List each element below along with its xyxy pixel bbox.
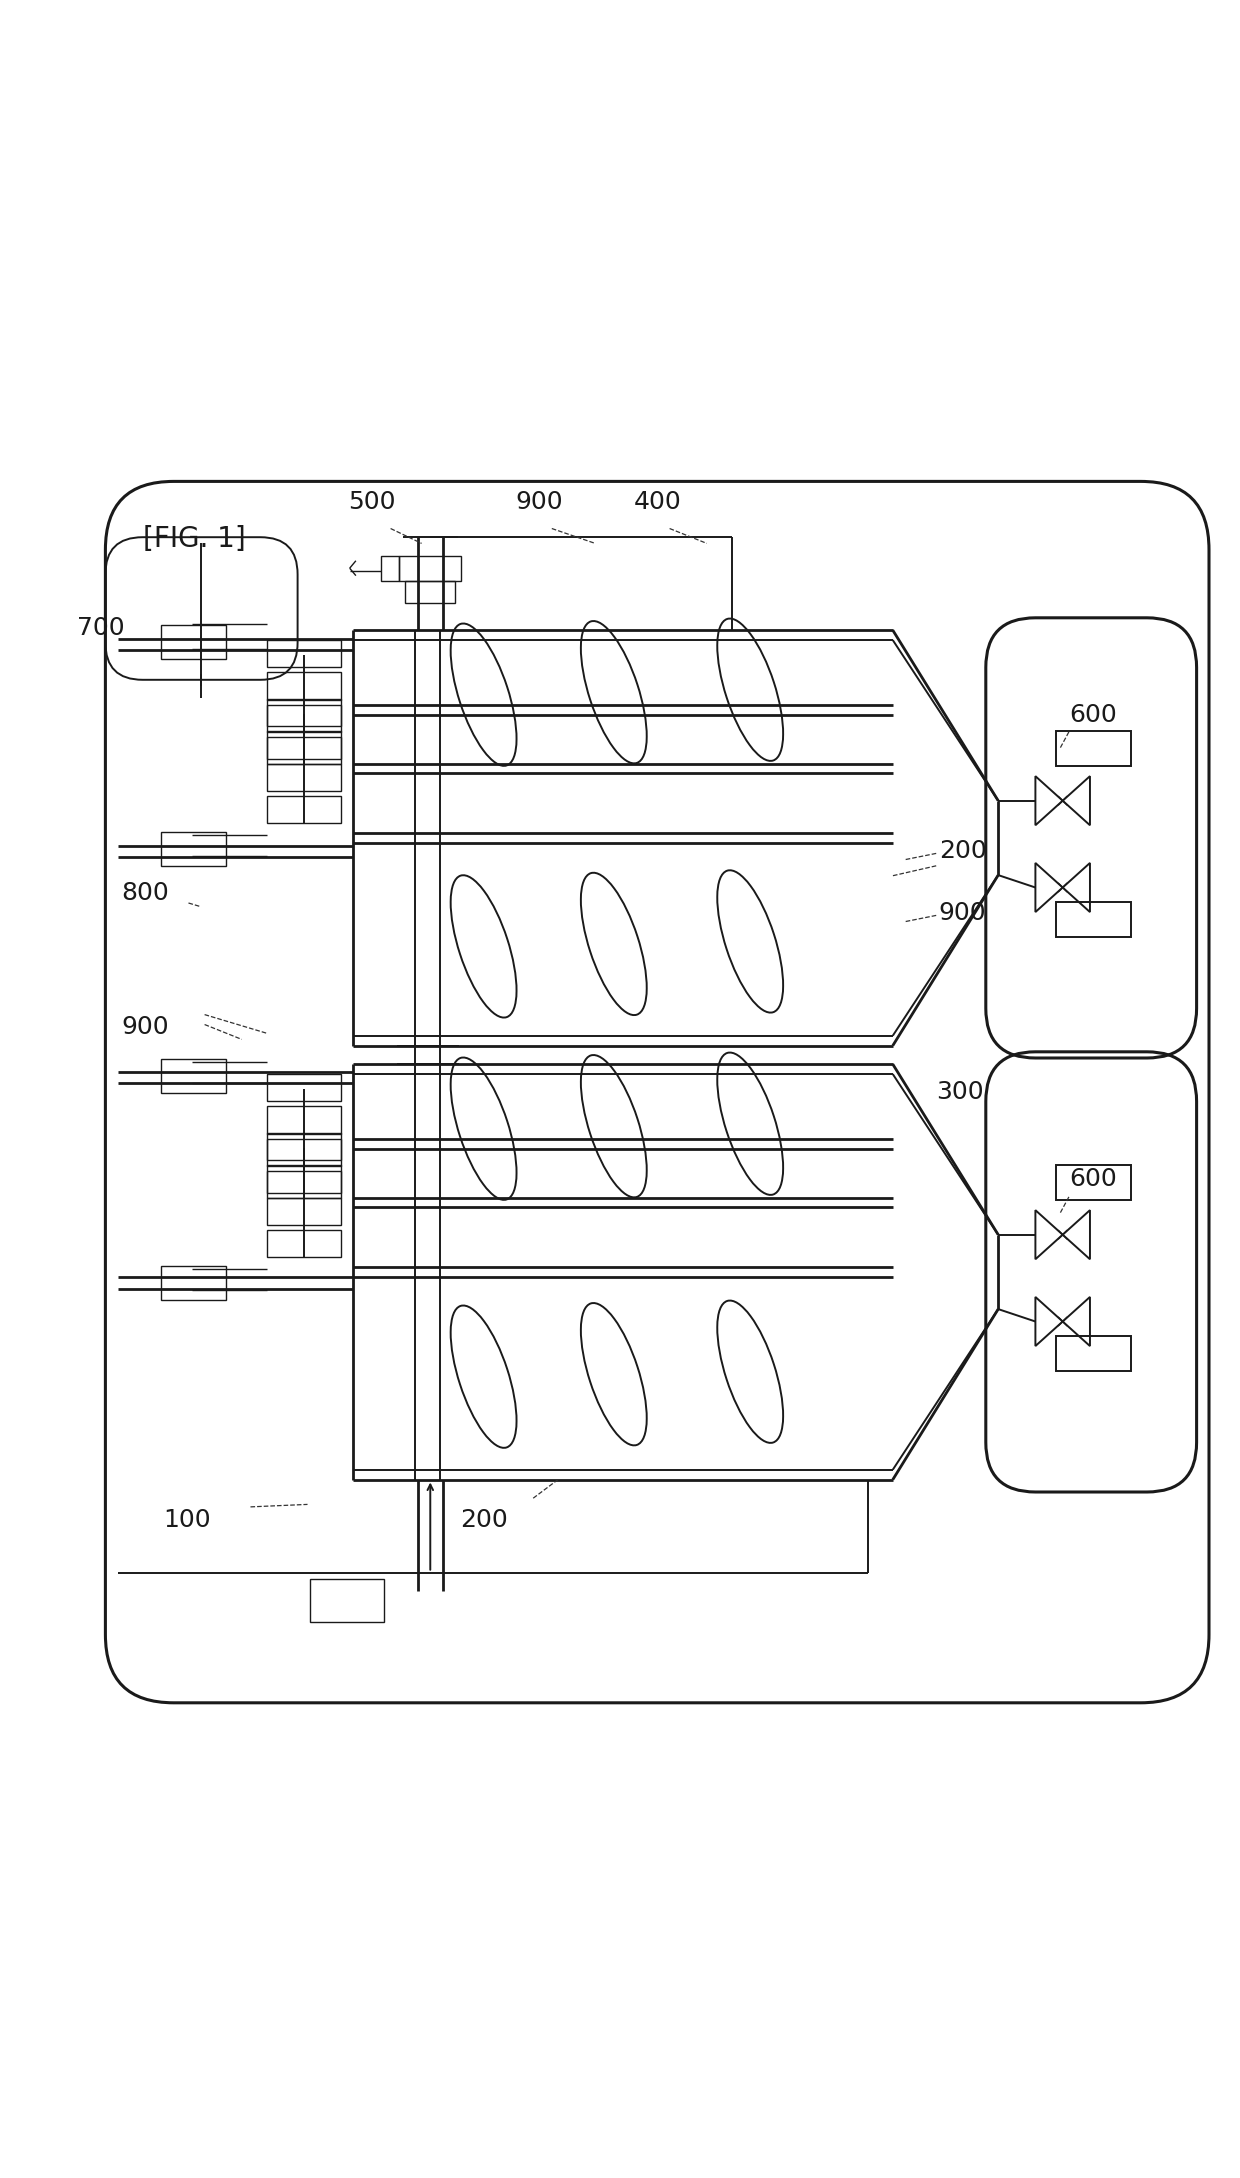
Bar bbox=[267, 1133, 341, 1161]
Bar bbox=[267, 1198, 341, 1224]
Bar bbox=[267, 706, 341, 732]
Bar bbox=[381, 555, 399, 582]
Bar bbox=[267, 795, 341, 823]
Bar bbox=[267, 1139, 341, 1165]
Bar bbox=[1056, 1337, 1131, 1372]
Text: 900: 900 bbox=[516, 490, 563, 514]
Bar bbox=[267, 1074, 341, 1102]
Text: [FIG. 1]: [FIG. 1] bbox=[143, 525, 246, 553]
Bar bbox=[267, 1231, 341, 1257]
Bar bbox=[161, 832, 226, 867]
Bar bbox=[1056, 902, 1131, 937]
Text: 200: 200 bbox=[460, 1507, 507, 1531]
Text: 400: 400 bbox=[634, 490, 681, 514]
Text: 200: 200 bbox=[939, 839, 987, 862]
Text: 100: 100 bbox=[164, 1507, 211, 1531]
Bar bbox=[267, 699, 341, 725]
Text: 900: 900 bbox=[122, 1015, 169, 1039]
Text: 300: 300 bbox=[936, 1080, 983, 1104]
Bar bbox=[161, 625, 226, 658]
Bar bbox=[267, 673, 341, 699]
Text: 600: 600 bbox=[1069, 1167, 1117, 1191]
Bar bbox=[267, 1165, 341, 1194]
Bar bbox=[161, 1265, 226, 1300]
Bar bbox=[1056, 1165, 1131, 1200]
Bar bbox=[1056, 732, 1131, 767]
Bar bbox=[267, 1172, 341, 1198]
Text: 600: 600 bbox=[1069, 703, 1117, 727]
Bar bbox=[267, 732, 341, 758]
Text: 900: 900 bbox=[939, 902, 986, 926]
Bar bbox=[161, 1059, 226, 1093]
Bar bbox=[267, 764, 341, 791]
Text: 700: 700 bbox=[77, 616, 124, 640]
Bar bbox=[267, 640, 341, 666]
Text: 800: 800 bbox=[122, 882, 170, 906]
Bar bbox=[267, 1106, 341, 1133]
Bar bbox=[267, 736, 341, 764]
Bar bbox=[399, 555, 461, 582]
Bar bbox=[405, 582, 455, 603]
Text: 500: 500 bbox=[348, 490, 396, 514]
Bar bbox=[310, 1579, 384, 1623]
